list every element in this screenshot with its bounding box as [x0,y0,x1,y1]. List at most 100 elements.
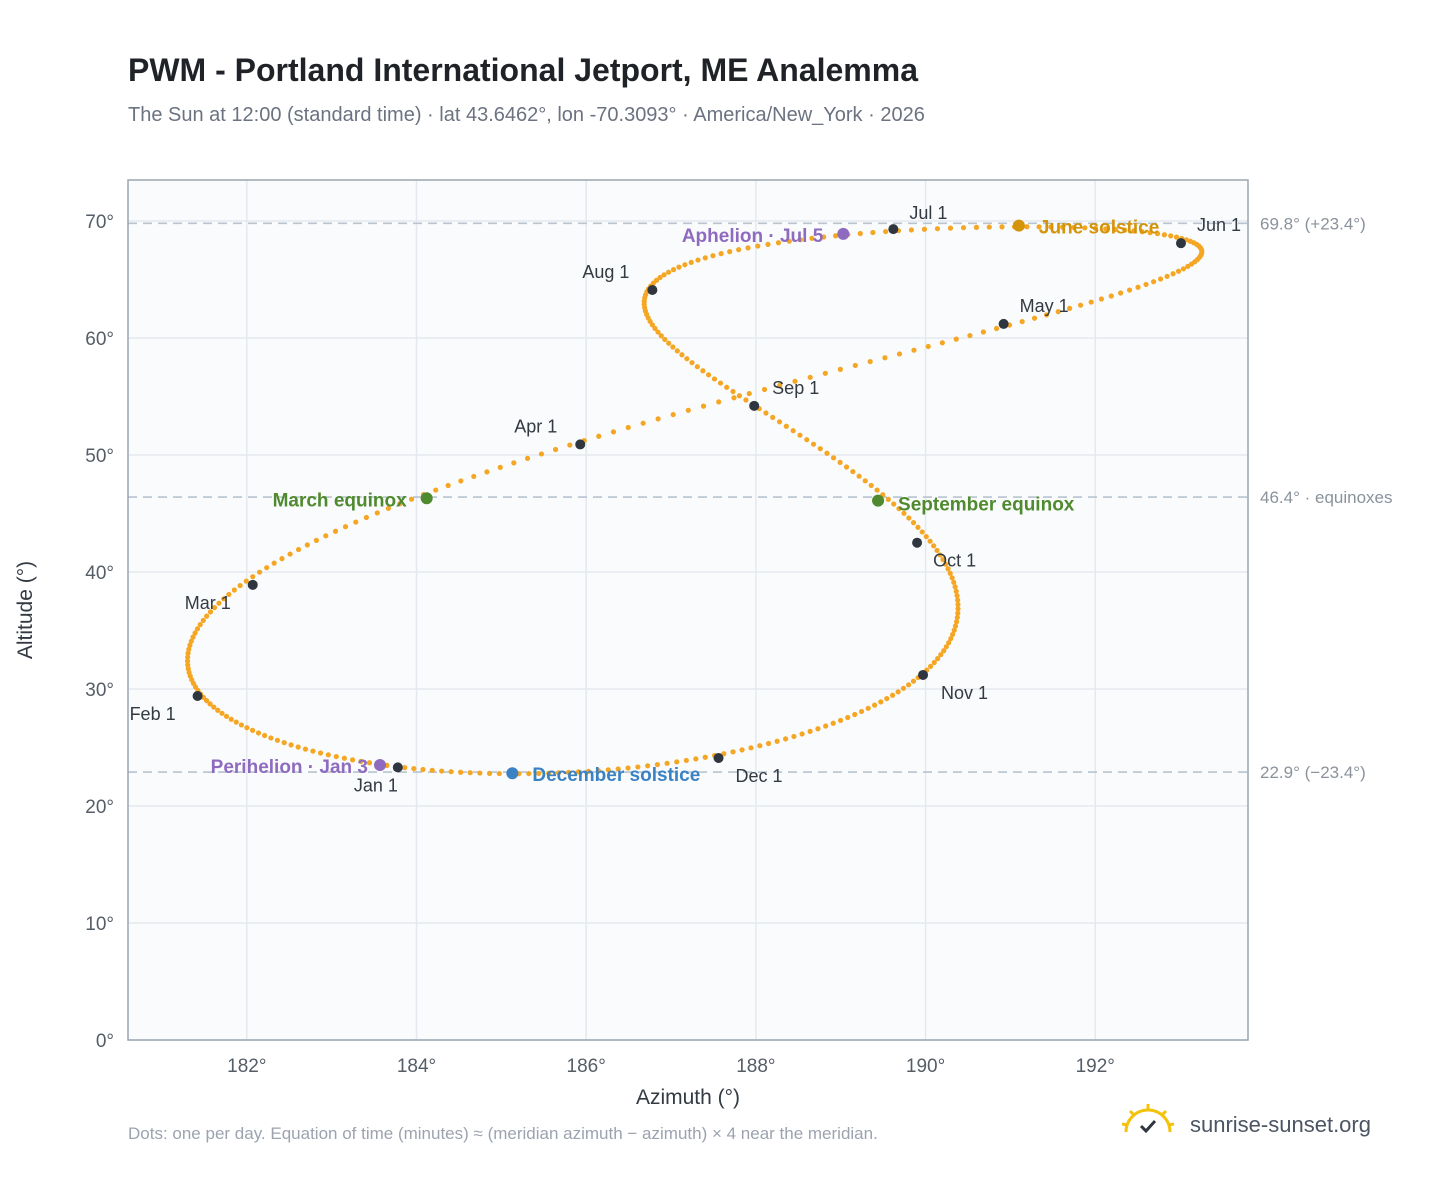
day-dot [896,506,902,512]
day-dot [1024,224,1030,230]
daily-dots [184,224,1205,777]
plot-area [128,180,1248,1040]
day-dot [1187,238,1193,244]
day-dot [980,329,986,335]
day-dot [949,575,955,581]
day-dot [685,407,691,413]
day-dot [679,352,685,358]
day-dot [755,243,761,249]
day-dot [255,730,262,736]
day-dot [967,332,973,339]
day-dot [927,538,933,544]
day-dot [197,622,203,628]
day-dot [960,225,967,231]
day-dot [231,587,237,593]
day-dot [799,731,805,737]
event-marker [420,492,433,505]
day-dot [934,547,940,554]
brand-logo[interactable]: sunrise-sunset.org [1120,1102,1400,1146]
day-dot [871,702,878,708]
day-dot [1108,293,1114,299]
month-marker [392,762,403,773]
day-dot [595,767,601,774]
day-dot [674,348,680,354]
day-dot [281,740,287,746]
day-dot [746,390,752,397]
day-dot [1122,227,1128,233]
day-dot [716,399,722,405]
x-tick-label: 182° [227,1056,266,1077]
day-dot [268,735,274,741]
day-dot [837,717,844,723]
day-dot [702,754,708,760]
day-dot [358,758,364,764]
day-dot [850,468,856,475]
day-dot [676,264,682,270]
day-dot [934,226,941,232]
day-dot [1135,284,1141,290]
event-marker [1012,219,1025,232]
day-dot [366,760,373,766]
day-dot [374,510,380,516]
day-dot [433,487,439,493]
day-dot [821,234,827,240]
day-dot [536,770,542,777]
day-dot [670,411,676,418]
day-dot [429,767,435,773]
day-dot [718,251,724,257]
day-dot [775,240,782,246]
day-dot [670,267,677,273]
y-tick-label: 50° [85,446,114,467]
day-dot [219,710,225,716]
month-label: Jun 1 [1197,215,1241,235]
day-dot [953,619,960,625]
day-dot [783,423,789,429]
day-dot [727,249,733,255]
day-dot [625,424,631,431]
day-dot [610,429,617,435]
day-dot [244,725,250,731]
day-dot [953,336,959,342]
day-dot [1098,296,1105,302]
day-dot [951,627,957,633]
day-dot [655,329,661,335]
chart-subtitle: The Sun at 12:00 (standard time) · lat 4… [128,104,925,126]
day-dot [274,737,281,743]
day-dot [662,336,668,343]
day-dot [973,224,980,230]
day-dot [645,763,651,769]
day-dot [815,726,821,732]
day-dot [1082,225,1088,231]
day-dot [810,441,817,447]
day-dot [1031,315,1038,321]
month-marker [1175,238,1186,249]
day-dot [657,274,663,281]
day-dot [730,388,736,395]
day-dot [526,770,532,777]
day-dot [1131,228,1137,234]
day-dot [439,768,445,774]
day-dot [585,768,592,774]
day-dot [792,378,798,384]
day-dot [575,769,582,775]
day-dot [791,733,797,740]
month-marker [749,400,760,411]
day-dot [911,347,917,353]
day-dot [317,750,324,756]
reference-line-label: 22.9° (−23.4°) [1260,763,1366,782]
day-dot [954,614,960,621]
day-dot [830,455,837,461]
event-marker [837,227,850,240]
day-dot [955,606,961,612]
day-dot [458,478,464,484]
month-label: Apr 1 [514,416,557,436]
day-dot [1048,224,1054,230]
day-dot [765,740,772,747]
x-axis-label: Azimuth (°) [636,1086,740,1109]
day-dot [1185,263,1191,270]
day-dot [1059,224,1066,230]
day-dot [1019,318,1025,325]
day-dot [670,344,676,350]
day-dot [223,713,230,719]
day-dot [1143,281,1149,288]
